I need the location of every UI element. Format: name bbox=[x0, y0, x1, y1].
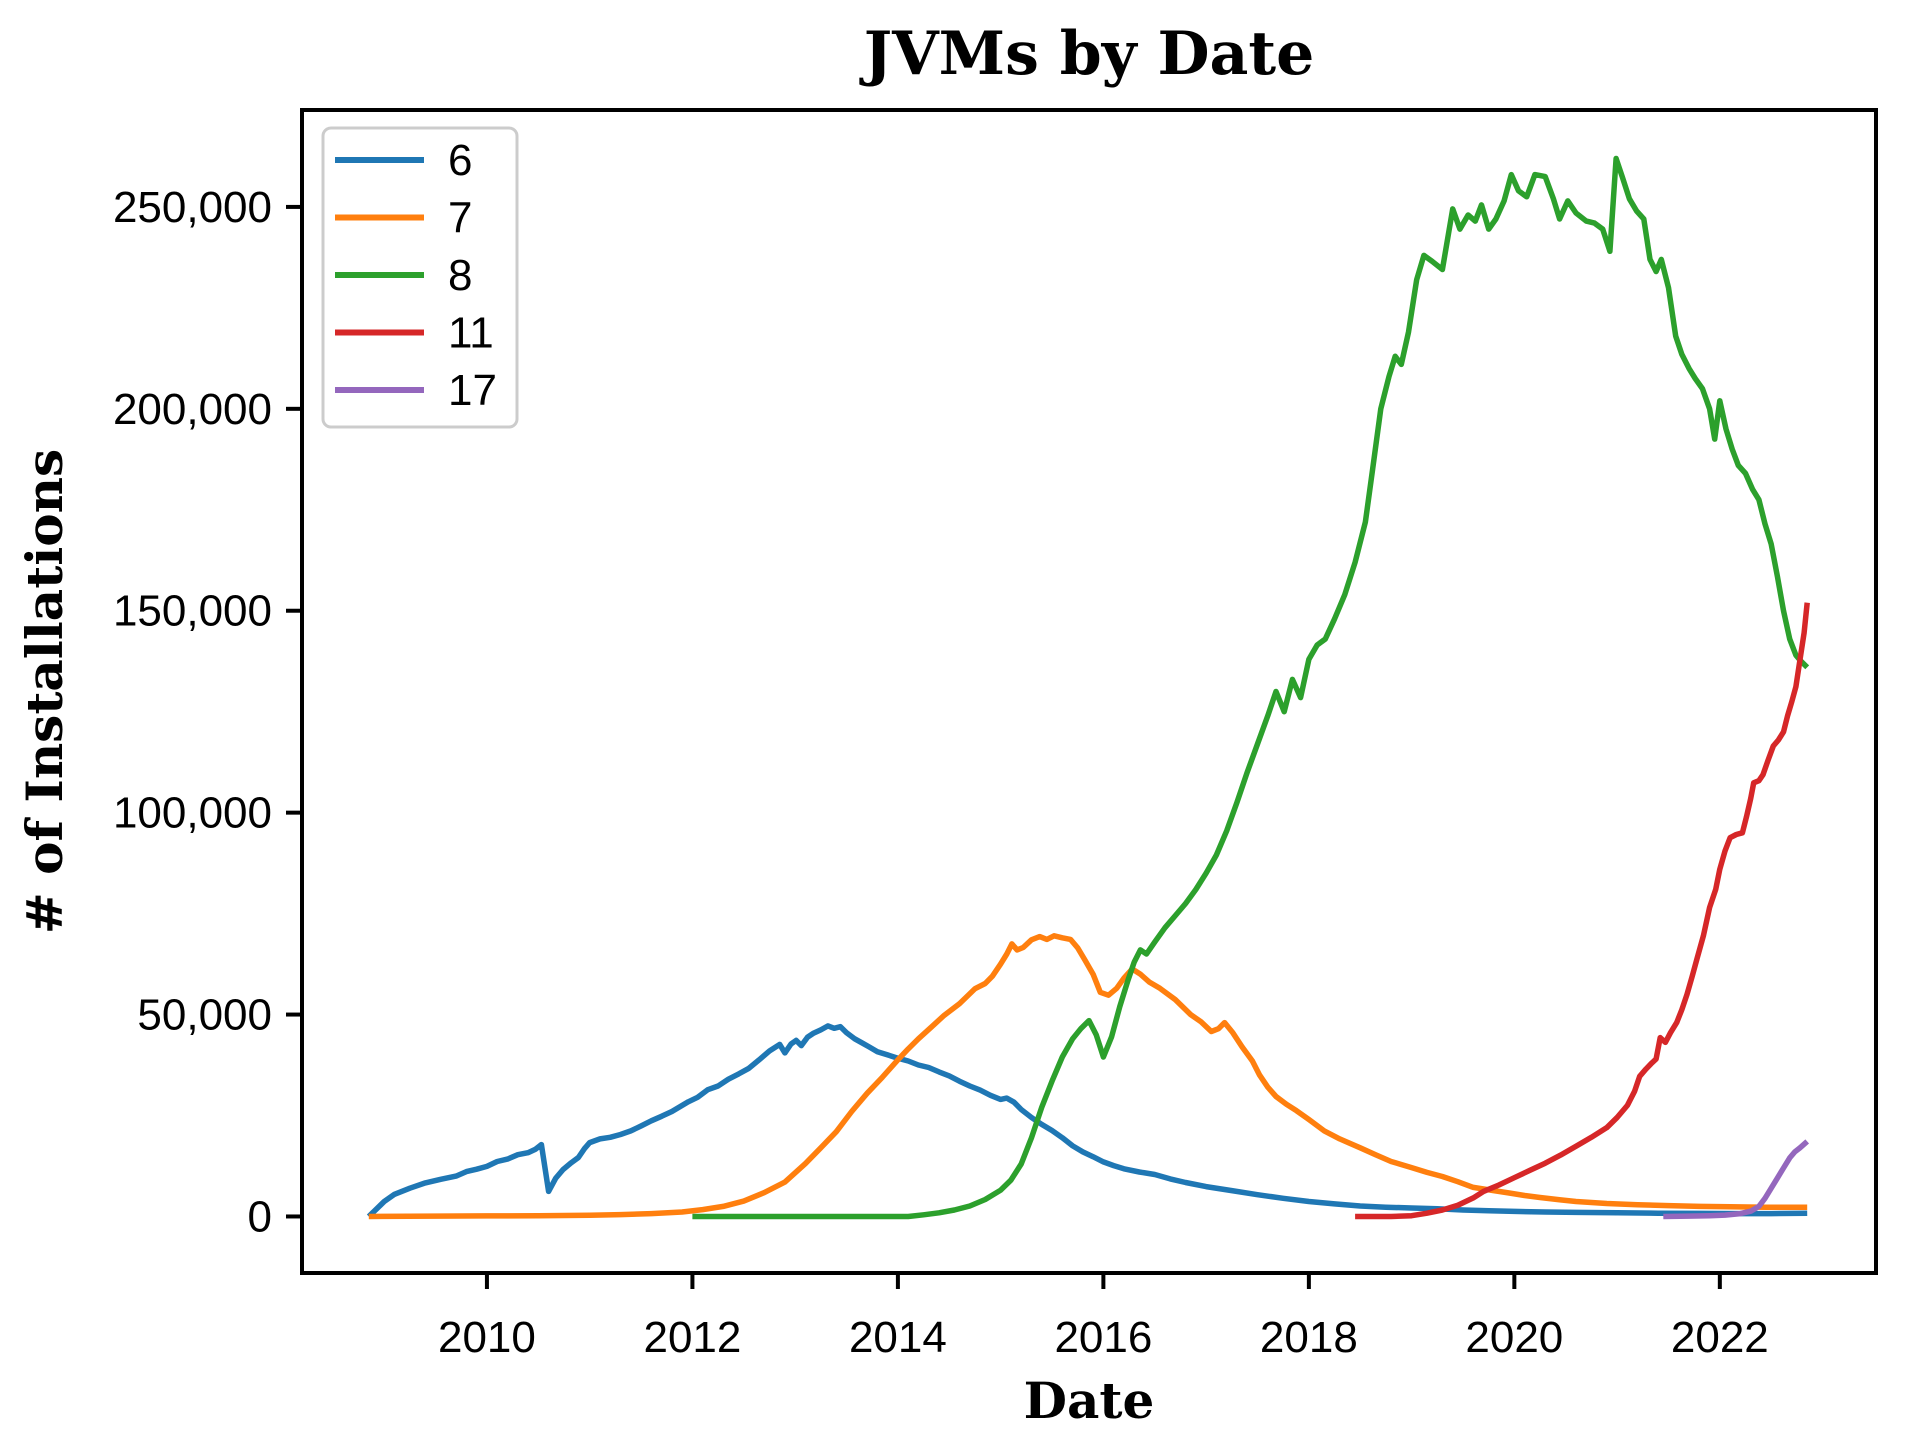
x-tick-label: 2010 bbox=[438, 1313, 536, 1362]
legend-label: 8 bbox=[448, 251, 472, 300]
line-series-8 bbox=[692, 155, 1810, 1220]
x-axis-label: Date bbox=[1024, 1371, 1155, 1430]
x-tick-label: 2022 bbox=[1671, 1313, 1769, 1362]
y-tick-label: 50,000 bbox=[137, 991, 272, 1040]
line-series-7 bbox=[368, 933, 1808, 1220]
x-tick-label: 2014 bbox=[849, 1313, 947, 1362]
legend-label: 7 bbox=[448, 194, 472, 243]
y-tick-label: 150,000 bbox=[113, 587, 272, 636]
x-tick-label: 2018 bbox=[1260, 1313, 1358, 1362]
chart-title: JVMs by Date bbox=[859, 19, 1315, 89]
line-series-11 bbox=[1355, 602, 1810, 1220]
y-tick-label: 0 bbox=[248, 1192, 272, 1241]
x-tick-label: 2020 bbox=[1465, 1313, 1563, 1362]
y-axis-label: # of Installations bbox=[15, 449, 74, 934]
line-series-6 bbox=[366, 1023, 1808, 1219]
line-series-17 bbox=[1663, 1139, 1810, 1220]
x-tick-label: 2012 bbox=[643, 1313, 741, 1362]
y-tick-label: 250,000 bbox=[113, 183, 272, 232]
plot-border bbox=[300, 108, 1878, 1275]
y-tick-label: 200,000 bbox=[113, 385, 272, 434]
legend: 6 7 8 11 17 bbox=[321, 126, 519, 429]
legend-label: 6 bbox=[448, 136, 472, 185]
legend-label: 11 bbox=[448, 309, 494, 358]
legend-label: 17 bbox=[448, 366, 497, 415]
y-tick-label: 100,000 bbox=[113, 789, 272, 838]
x-tick-label: 2016 bbox=[1054, 1313, 1152, 1362]
